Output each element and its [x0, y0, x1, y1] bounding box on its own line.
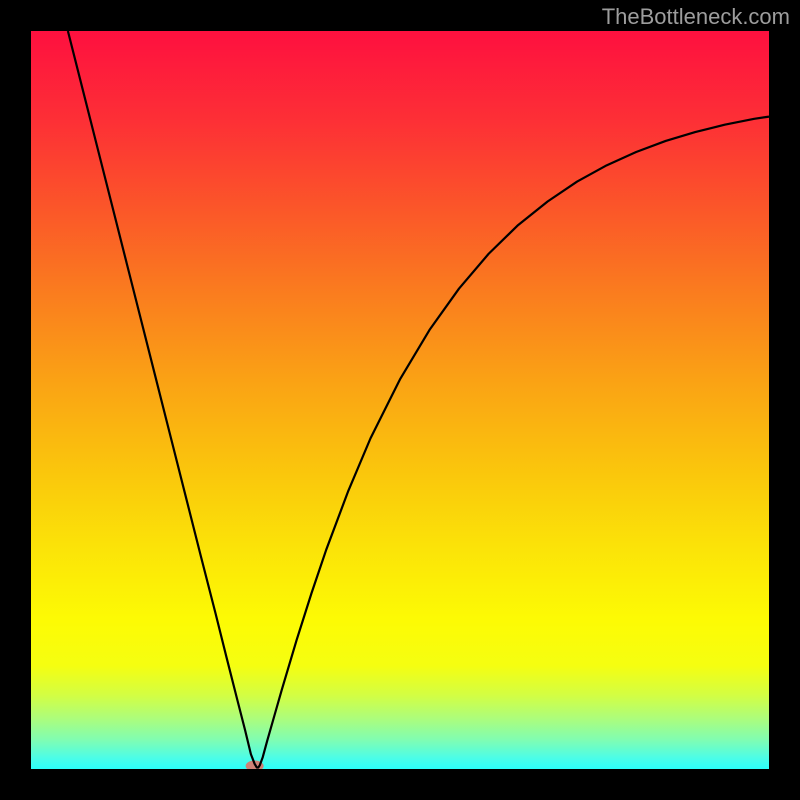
frame-right [769, 0, 800, 800]
frame-bottom [0, 769, 800, 800]
bottleneck-curve-chart [0, 0, 800, 800]
plot-background [31, 31, 769, 769]
watermark-text: TheBottleneck.com [602, 4, 790, 30]
frame-left [0, 0, 31, 800]
chart-container: TheBottleneck.com [0, 0, 800, 800]
